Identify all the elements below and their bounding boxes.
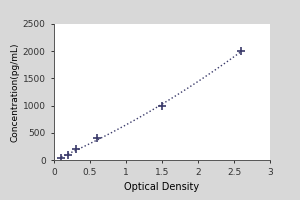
Y-axis label: Concentration(pg/mL): Concentration(pg/mL) [11, 42, 20, 142]
X-axis label: Optical Density: Optical Density [124, 182, 200, 192]
